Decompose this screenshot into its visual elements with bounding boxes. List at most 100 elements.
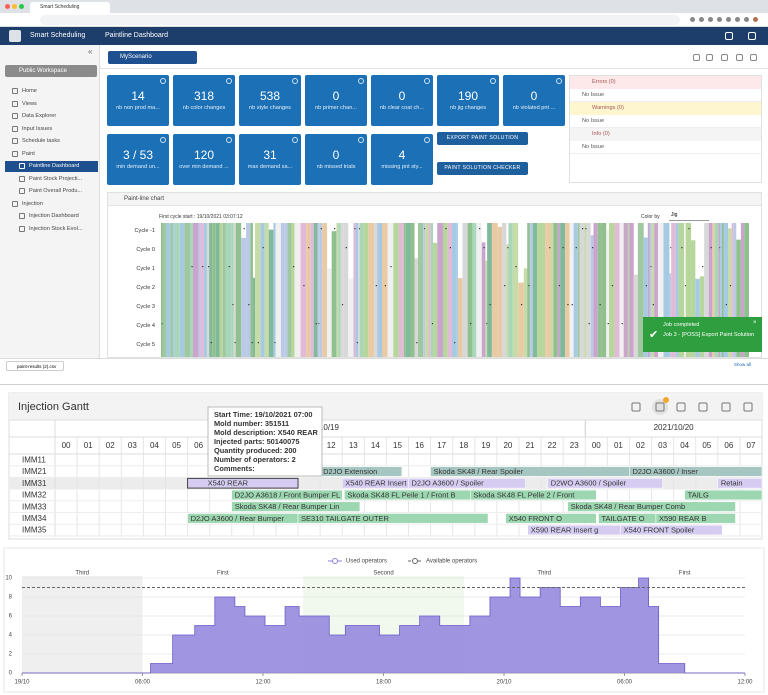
paint-marker xyxy=(607,323,609,325)
bar-label-box: D2JO A3600 / Inser xyxy=(632,467,698,476)
paint-chart-plot xyxy=(161,223,749,357)
bar-label-box: D2WO A3600 / Spoiler xyxy=(551,479,627,488)
sidebar-item[interactable]: Input Issues xyxy=(22,125,53,132)
toolbar-icon[interactable] xyxy=(693,54,700,61)
show-all[interactable]: Show all xyxy=(734,362,752,367)
paint-stripe xyxy=(512,223,519,357)
toolbar-icon[interactable] xyxy=(721,54,728,61)
paint-marker xyxy=(645,285,647,287)
paint-stripe xyxy=(327,268,332,357)
url-field[interactable] xyxy=(40,15,680,25)
paint-marker xyxy=(575,247,577,249)
paint-stripe xyxy=(590,235,594,357)
browser-icon[interactable] xyxy=(690,17,695,22)
paint-stripe xyxy=(523,268,528,357)
browser-icon[interactable] xyxy=(699,17,704,22)
paint-stripe xyxy=(731,223,734,357)
paint-stripe xyxy=(246,223,251,357)
cycle-label: Cycle 2 xyxy=(136,285,155,291)
window-button[interactable] xyxy=(12,4,17,9)
paint-marker xyxy=(571,304,573,306)
paint-marker xyxy=(293,266,295,268)
sidebar-item[interactable]: Schedule tasks xyxy=(22,138,60,144)
browser-icon[interactable] xyxy=(744,17,749,22)
toolbar-icon[interactable] xyxy=(706,54,713,61)
header-icon[interactable] xyxy=(725,32,733,40)
tab-bar xyxy=(0,0,768,13)
bar-label-box: X590 REAR Insert g xyxy=(531,526,599,535)
kpi-tile: 0 nb primer chan... xyxy=(305,75,367,126)
kpi-value: 14 xyxy=(131,89,145,103)
gantt-bar xyxy=(567,501,736,512)
sidebar-item[interactable]: Paint Overall Produ... xyxy=(29,188,83,194)
issue-header[interactable]: Info (0) xyxy=(570,128,761,141)
bar-label-box: SE310 TAILGATE OUTER xyxy=(301,514,390,523)
kpi-value: 120 xyxy=(193,148,215,162)
header-icon[interactable] xyxy=(748,32,756,40)
bar-label: Skoda SK48 / Rear Bumper Comb xyxy=(571,502,686,511)
action-button[interactable]: PAINT SOLUTION CHECKER xyxy=(437,162,528,175)
paint-stripe xyxy=(209,223,213,357)
paint-marker xyxy=(611,285,614,287)
paint-stripe xyxy=(491,223,498,357)
paint-stripe xyxy=(254,223,261,357)
shift-label: Third xyxy=(537,571,551,577)
paint-stripe xyxy=(430,223,434,357)
info-icon xyxy=(424,78,430,84)
paint-stripe xyxy=(586,223,591,357)
paint-marker xyxy=(515,266,517,268)
paint-stripe xyxy=(268,229,274,357)
paint-stripe xyxy=(744,223,749,357)
browser-icon[interactable] xyxy=(708,17,713,22)
paint-marker xyxy=(486,323,488,325)
scenario-select[interactable]: MyScenario xyxy=(108,51,197,64)
kpi-tile: 3 / 53 min demand un... xyxy=(107,134,169,185)
paint-marker xyxy=(202,266,204,268)
sidebar-item[interactable]: Injection xyxy=(22,200,43,207)
browser-icon[interactable] xyxy=(717,17,722,22)
paint-stripe xyxy=(275,223,281,357)
bar-label-box: D2JO A3600 / Rear Bumper xyxy=(191,514,285,523)
action-button[interactable]: EXPORT PAINT SOLUTION xyxy=(437,132,528,145)
paint-stripe xyxy=(560,223,566,357)
browser-icon[interactable] xyxy=(753,17,758,22)
kpi-value: 4 xyxy=(398,148,406,162)
x-tick-label: 19/10 xyxy=(14,680,30,686)
toolbar-icon[interactable] xyxy=(750,54,757,61)
toolbar-icon[interactable] xyxy=(736,54,743,61)
gantt-tool xyxy=(721,402,731,412)
collapse-button[interactable]: « xyxy=(88,47,93,56)
sidebar-item[interactable]: Paint xyxy=(22,150,35,157)
window-button[interactable] xyxy=(19,4,24,9)
color-by-select[interactable]: Jig xyxy=(669,212,709,221)
issue-header[interactable]: Warnings (0) xyxy=(570,102,761,115)
bar-label: Retain xyxy=(721,479,743,488)
toast-text: Job 3 - [POSS] Export Paint Solution xyxy=(663,332,755,338)
paint-stripe xyxy=(553,223,558,357)
issue-header[interactable]: Errors (0) xyxy=(570,76,761,89)
paint-stripe xyxy=(363,223,369,357)
browser-icon[interactable] xyxy=(726,17,731,22)
paint-marker xyxy=(248,304,250,306)
sidebar-item[interactable]: Injection Stock Evol... xyxy=(29,225,83,232)
paint-stripe xyxy=(501,223,507,357)
cycle-label: Cycle 1 xyxy=(136,266,155,272)
browser-icon[interactable] xyxy=(735,17,740,22)
workspace-select[interactable]: Public Workspace xyxy=(5,65,97,77)
sidebar-item[interactable]: Paint Stock Projecti... xyxy=(29,175,83,182)
window-button[interactable] xyxy=(5,4,10,9)
sidebar-item[interactable]: Views xyxy=(22,100,37,107)
paint-stripe xyxy=(593,223,598,357)
paint-marker xyxy=(650,266,652,268)
browser-tab[interactable]: Smart Scheduling xyxy=(30,2,110,13)
sidebar-item[interactable]: Data Explorer xyxy=(22,113,57,119)
download-file[interactable]: paint-results (2).csv xyxy=(6,361,64,371)
sidebar-item[interactable]: Injection Dashboard xyxy=(29,213,79,219)
sidebar-item[interactable]: Paintline Dashboard xyxy=(5,161,98,172)
sidebar-item[interactable]: Home xyxy=(22,88,37,94)
toast-close[interactable]: × xyxy=(753,320,757,326)
paint-stripe xyxy=(162,223,167,357)
paint-marker xyxy=(567,304,569,306)
paint-marker xyxy=(445,228,447,230)
paint-stripe xyxy=(663,223,670,357)
